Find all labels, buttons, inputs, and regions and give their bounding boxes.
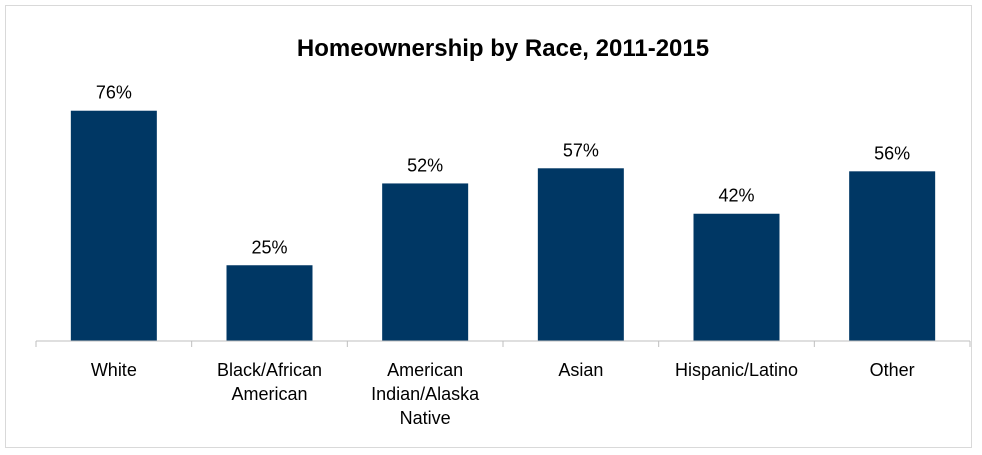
category-label: Other: [870, 360, 915, 380]
value-labels: 76% 25% 52% 57% 42% 56%: [96, 83, 910, 258]
category-label-line: Asian: [558, 360, 603, 380]
category-labels: White Black/African American American Indian…: [91, 360, 915, 428]
category-label: American Indian/Alaska Native: [371, 360, 480, 428]
bar: [849, 171, 936, 341]
category-label: Hispanic/Latino: [675, 360, 798, 380]
category-label-line: Indian/Alaska: [371, 384, 480, 404]
category-label-line: Hispanic/Latino: [675, 360, 798, 380]
bar-value-label: 57%: [563, 140, 599, 160]
bar-value-label: 25%: [251, 237, 287, 257]
category-label-line: American: [387, 360, 463, 380]
category-label-line: Native: [400, 408, 451, 428]
category-label-line: White: [91, 360, 137, 380]
x-axis: [35, 340, 971, 347]
bar-value-label: 42%: [718, 186, 754, 206]
category-label-line: American: [231, 384, 307, 404]
bar: [226, 265, 313, 341]
bar-value-label: 76%: [96, 83, 132, 103]
category-label: White: [91, 360, 137, 380]
bar-value-label: 52%: [407, 155, 443, 175]
category-label-line: Black/African: [217, 360, 322, 380]
category-label-line: Other: [870, 360, 915, 380]
chart-title: Homeownership by Race, 2011-2015: [297, 35, 709, 62]
bar-value-label: 56%: [874, 143, 910, 163]
category-label: Asian: [558, 360, 603, 380]
bar: [382, 183, 469, 341]
bar: [537, 168, 624, 341]
bar: [70, 110, 157, 341]
category-label: Black/African American: [217, 360, 322, 404]
bar: [693, 213, 780, 341]
bars-layer: [70, 110, 936, 341]
chart-frame: [5, 5, 972, 448]
